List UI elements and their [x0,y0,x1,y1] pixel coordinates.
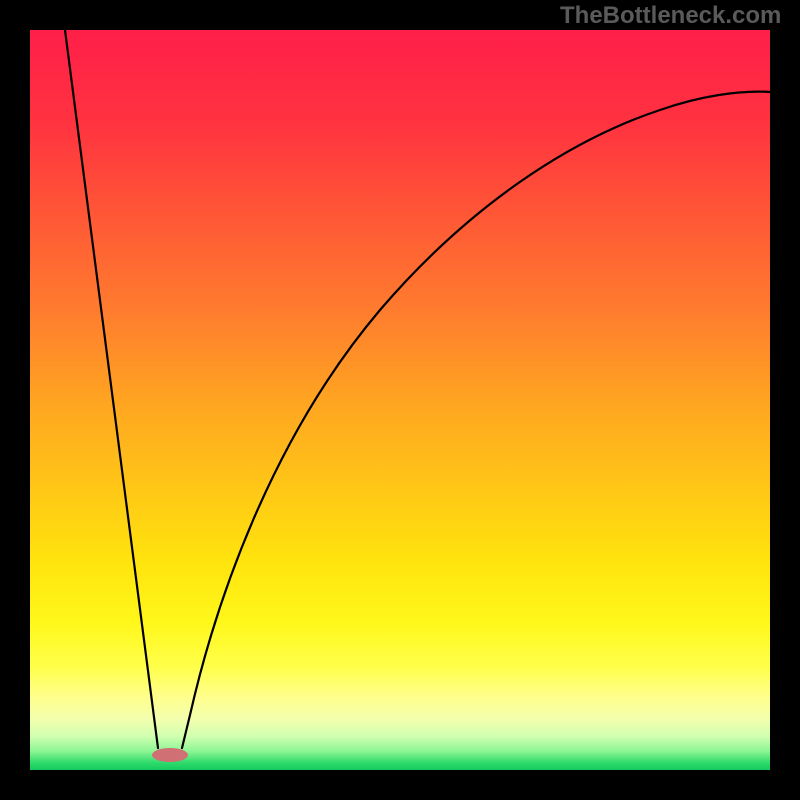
bottleneck-marker [152,748,188,762]
chart-svg [0,0,800,800]
plot-background [30,30,770,770]
watermark-text: TheBottleneck.com [560,2,781,30]
